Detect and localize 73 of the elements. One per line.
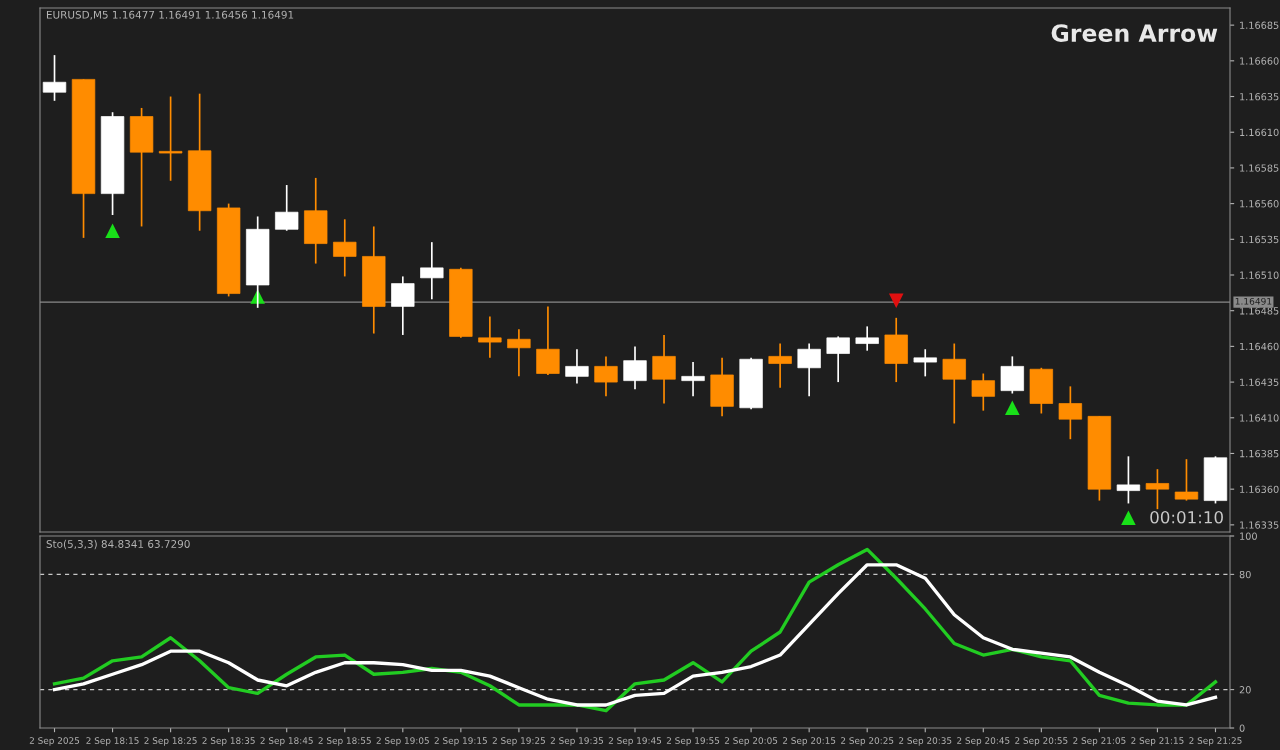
point bbox=[888, 293, 904, 308]
x-tick-label: 2 Sep 21:15 bbox=[1131, 737, 1184, 746]
x-tick-label: 2 Sep 20:55 bbox=[1015, 737, 1068, 746]
point bbox=[1005, 400, 1020, 416]
candlestick bbox=[391, 275, 415, 336]
y-tick-label: 1.16610 bbox=[1240, 128, 1279, 137]
candlestick bbox=[1174, 458, 1199, 502]
candlestick bbox=[333, 218, 357, 278]
x-tick-label: 2 Sep 18:45 bbox=[260, 737, 313, 746]
y-tick-label: 0 bbox=[1239, 724, 1245, 732]
y-tick-label: 1.16585 bbox=[1240, 164, 1279, 172]
candlestick bbox=[565, 348, 589, 385]
y-tick-label: 1.16635 bbox=[1240, 93, 1279, 101]
x-tick-label: 2 Sep 18:35 bbox=[202, 737, 255, 746]
y-tick-label: 1.16410 bbox=[1240, 414, 1279, 422]
y-tick-label: 1.16435 bbox=[1240, 378, 1279, 386]
y-tick-label: 80 bbox=[1239, 570, 1251, 579]
y-tick-label: 1.16385 bbox=[1240, 449, 1279, 458]
y-tick-label: 20 bbox=[1239, 686, 1251, 694]
x-tick-label: 2 Sep 20:05 bbox=[724, 737, 778, 746]
point bbox=[105, 223, 120, 239]
x-tick-label: 2 Sep 20:15 bbox=[782, 737, 836, 746]
candlestick bbox=[913, 348, 937, 378]
x-tick-label: 2 Sep 18:55 bbox=[318, 737, 371, 746]
candlestick bbox=[1058, 385, 1083, 441]
candlestick bbox=[942, 342, 966, 425]
candlestick bbox=[768, 342, 792, 389]
x-tick-label: 2 Sep 20:45 bbox=[957, 737, 1010, 746]
point bbox=[1121, 510, 1136, 526]
y-tick-label: 1.16485 bbox=[1240, 307, 1279, 315]
chart-title: Sto(5,3,3) 84.8341 63.7290 bbox=[46, 539, 190, 550]
y-tick-label: 1.16360 bbox=[1240, 485, 1279, 493]
x-tick-label: 2 Sep 19:55 bbox=[666, 737, 720, 746]
y-tick-label: 1.16685 bbox=[1240, 21, 1279, 29]
candlestick bbox=[797, 342, 821, 398]
candlestick bbox=[971, 372, 995, 412]
candlestick bbox=[42, 54, 67, 102]
candlestick bbox=[855, 325, 879, 352]
x-tick-label: 2 Sep 19:45 bbox=[608, 737, 662, 746]
x-tick-label: 2 Sep 19:05 bbox=[376, 737, 429, 746]
candlestick bbox=[1116, 455, 1141, 505]
y-tick-label: 1.16560 bbox=[1240, 200, 1279, 208]
candlestick bbox=[507, 328, 531, 378]
candlestick bbox=[652, 334, 676, 405]
candlestick bbox=[478, 315, 502, 359]
x-tick-label: 2 Sep 21:25 bbox=[1189, 737, 1242, 746]
x-tick-label: 2 Sep 18:25 bbox=[144, 737, 197, 746]
candlestick bbox=[826, 335, 850, 383]
x-tick-label: 2 Sep 20:25 bbox=[841, 737, 894, 746]
x-tick-label: 2 Sep 20:35 bbox=[899, 737, 952, 746]
candlestick bbox=[1145, 468, 1170, 510]
y-tick-label: 100 bbox=[1240, 532, 1257, 540]
candlestick bbox=[158, 95, 183, 182]
x-tick-label: 2 Sep 19:35 bbox=[550, 737, 604, 746]
x-tick-label: 2 Sep 21:05 bbox=[1073, 737, 1126, 746]
candlestick bbox=[681, 361, 705, 398]
ref-line-label: 1.16491 bbox=[1235, 297, 1272, 305]
x-tick-label: 2 Sep 2025 bbox=[29, 737, 80, 746]
candlestick bbox=[275, 184, 299, 232]
text: Green Arrow bbox=[1051, 24, 1218, 42]
x-tick-label: 2 Sep 19:15 bbox=[434, 737, 487, 746]
y-tick-label: 1.16660 bbox=[1240, 57, 1279, 65]
y-tick-label: 1.16510 bbox=[1240, 271, 1279, 279]
candlestick bbox=[623, 345, 647, 391]
y-tick-label: 1.16535 bbox=[1240, 235, 1279, 244]
chart-subtitle: EURUSD,M5 1.16477 1.16491 1.16456 1.16491 bbox=[46, 10, 294, 20]
x-tick-label: 2 Sep 18:15 bbox=[86, 737, 139, 746]
y-tick-label: 1.16460 bbox=[1240, 342, 1279, 351]
x-tick-label: 2 Sep 19:25 bbox=[492, 737, 545, 746]
candlestick bbox=[420, 241, 444, 301]
y-tick-label: 1.16335 bbox=[1240, 521, 1279, 529]
candlestick bbox=[594, 355, 618, 398]
annotation: 00:01:10 bbox=[1150, 510, 1223, 524]
